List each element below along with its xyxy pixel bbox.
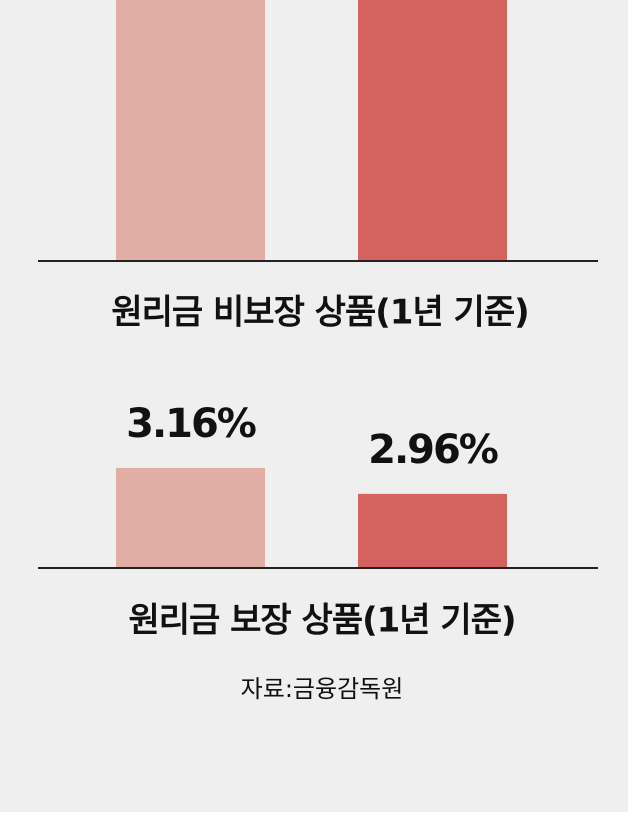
chart-title: 원리금 비보장 상품(1년 기준) — [111, 293, 528, 333]
bar-decor — [358, 0, 507, 261]
value-label: 2.96% — [368, 427, 498, 473]
value-label: 3.16% — [126, 401, 256, 447]
background — [0, 0, 628, 812]
chart-title: 원리금 보장 상품(1년 기준) — [128, 601, 515, 641]
bar — [358, 493, 507, 568]
bar-decor — [116, 0, 265, 261]
source: 자료:금융감독원 — [241, 675, 404, 703]
bar — [116, 467, 265, 568]
